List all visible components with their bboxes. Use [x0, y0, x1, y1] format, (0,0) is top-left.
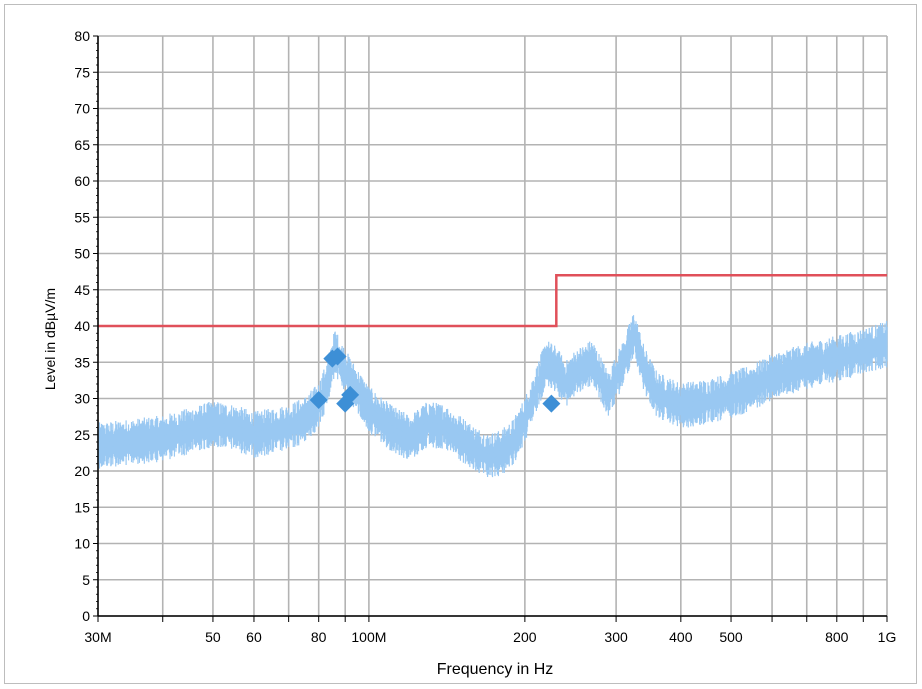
y-tick-label: 30 [74, 391, 90, 407]
x-tick-label: 300 [604, 629, 628, 645]
x-tick-label: 500 [719, 629, 743, 645]
x-tick-label: 200 [513, 629, 537, 645]
data-marker [328, 347, 347, 366]
chart-frame [4, 4, 917, 684]
spectrum-line [97, 330, 888, 459]
y-tick-label: 65 [74, 137, 90, 153]
y-tick-label: 35 [74, 354, 90, 370]
x-tick-label: 80 [311, 629, 327, 645]
spectrum-series [97, 315, 888, 478]
x-axis-title: Frequency in Hz [437, 661, 554, 678]
x-tick-label: 1G [878, 629, 897, 645]
y-tick-label: 40 [74, 318, 90, 334]
y-axis-title: Level in dBµV/m [42, 288, 58, 390]
y-tick-label: 75 [74, 64, 90, 80]
series-layer [97, 274, 888, 478]
y-tick-label: 80 [74, 28, 90, 44]
data-marker [309, 390, 328, 409]
y-tick-label: 60 [74, 173, 90, 189]
y-tick-label: 25 [74, 427, 90, 443]
x-tick-label: 30M [84, 629, 111, 645]
y-tick-label: 5 [82, 572, 90, 588]
x-tick-label: 400 [669, 629, 693, 645]
data-marker [542, 394, 561, 413]
x-tick-label: 100M [351, 629, 386, 645]
y-tick-label: 70 [74, 101, 90, 117]
y-tick-label: 50 [74, 246, 90, 262]
x-tick-label: 50 [205, 629, 221, 645]
marker-series [309, 347, 561, 413]
y-tick-label: 45 [74, 282, 90, 298]
x-tick-label: 60 [246, 629, 262, 645]
data-marker [341, 385, 360, 404]
y-tick-label: 0 [82, 608, 90, 624]
axes [93, 35, 888, 622]
limit-line [98, 274, 887, 328]
y-tick-label: 10 [74, 536, 90, 552]
tick-labels: 0 5 10 15 20 25 30 35 40 45 50 55 60 65 70 75 80 30M 50 60 8… [74, 28, 896, 645]
y-tick-label: 15 [74, 499, 90, 515]
y-tick-label: 20 [74, 463, 90, 479]
x-tick-label: 800 [825, 629, 849, 645]
y-tick-label: 55 [74, 209, 90, 225]
